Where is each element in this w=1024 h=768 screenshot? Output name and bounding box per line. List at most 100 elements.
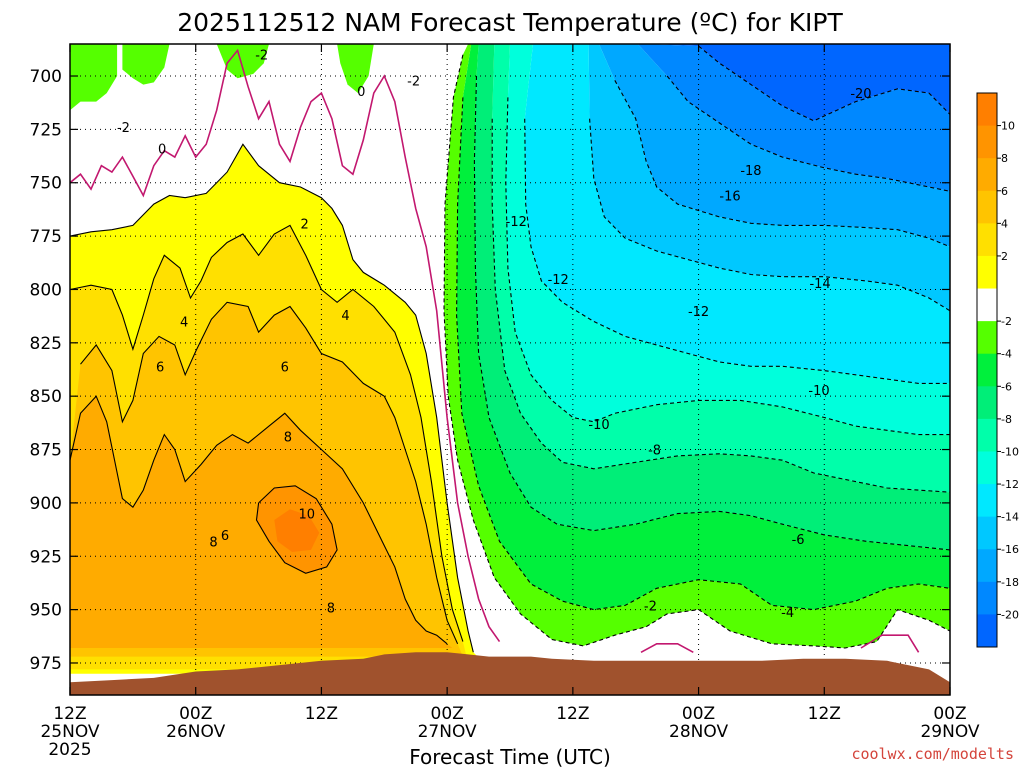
contour-label-14: 4: [341, 309, 349, 324]
y-tick-label-875: 875: [30, 441, 62, 461]
isotherm--6: [473, 75, 950, 551]
isotherm--10: [505, 97, 950, 436]
contour-label-24: -6: [792, 533, 805, 548]
terrain: [70, 652, 950, 695]
colorbar-label-3: 4: [1001, 217, 1008, 230]
isotherm-10: [255, 485, 338, 574]
colorbar-label-12: -16: [1001, 543, 1019, 556]
contour-label-9: 2: [301, 217, 309, 232]
colorbar-segment-8: [977, 353, 997, 387]
isotherm--20: [698, 45, 950, 122]
colorbar-label-11: -14: [1001, 511, 1019, 524]
x-tick-label-36-1: 00Z: [431, 704, 464, 724]
y-tick-label-750: 750: [30, 174, 62, 194]
plot-area: -2-20-20-20-18-16-122-12 -14-124 46 6-10-10…: [70, 44, 950, 695]
colorbar-segment-2: [977, 158, 997, 192]
contour-label-0: -2: [255, 49, 268, 64]
x-tick-label-12-2: 26NOV: [166, 722, 225, 742]
x-axis-label: Forecast Time (UTC): [409, 745, 611, 768]
isotherm-6: [80, 301, 459, 645]
x-tick-label-60-2: 28NOV: [669, 722, 728, 742]
temp-fill-fill-warm-mid: [216, 44, 269, 79]
isotherm-2: [70, 143, 474, 653]
contour-label-10: -12: [548, 273, 569, 288]
colorbar-segment-13: [977, 516, 997, 550]
colorbar-label-6: -4: [1001, 348, 1012, 361]
contour-label-15: 6: [156, 360, 164, 375]
colorbar: 10 8 6 4 2 -2 -4 -6 -8 -10 -12 -14 -16 -18 -20: [976, 92, 1019, 648]
isotherm-0: [70, 48, 501, 643]
x-tick-label-72-1: 12Z: [808, 704, 841, 724]
temp-fill-fill-warm-north: [122, 44, 170, 85]
colorbar-segment-3: [977, 190, 997, 224]
contour-label-1: -2: [407, 74, 420, 89]
credit-text: coolwx.com/modelts: [851, 745, 1014, 763]
colorbar-segment-15: [977, 581, 997, 615]
colorbar-label-5: -2: [1001, 315, 1012, 328]
colorbar-label-14: -20: [1001, 608, 1019, 621]
temp-fill-fill--20: [646, 44, 950, 121]
colorbar-segment-11: [977, 451, 997, 485]
temp-fill-fill-10b: [274, 509, 320, 552]
colorbar-segment-16: [977, 614, 997, 648]
x-tick-label-12-1: 00Z: [179, 704, 212, 724]
colorbar-segment-4: [977, 223, 997, 257]
colorbar-segment-1: [977, 125, 997, 159]
contour-label-11: -14: [809, 277, 830, 292]
temp-fill-fill--2: [444, 44, 950, 648]
colorbar-label-10: -12: [1001, 478, 1019, 491]
y-tick-label-950: 950: [30, 601, 62, 621]
contour-label-21: 10: [298, 508, 315, 523]
y-tick-label-700: 700: [30, 67, 62, 87]
isotherm--14: [589, 118, 950, 312]
x-tick-label-84-1: 00Z: [933, 704, 966, 724]
colorbar-segment-0: [977, 93, 997, 127]
colorbar-label-13: -18: [1001, 576, 1019, 589]
x-tick-label-60-1: 00Z: [682, 704, 715, 724]
contour-label-7: -16: [719, 190, 740, 205]
y-tick-label-725: 725: [30, 120, 62, 140]
x-tick-label-24-1: 12Z: [305, 704, 338, 724]
contour-label-25: 8: [327, 601, 335, 616]
x-tick-label-0-2: 25NOV: [40, 722, 99, 742]
y-tick-label-900: 900: [30, 494, 62, 514]
temp-fill-fill--8: [492, 44, 950, 493]
contour-label-2: 0: [357, 85, 365, 100]
temp-fill-fill--10: [505, 44, 950, 435]
temp-fill-fill--4: [456, 44, 950, 610]
contour-label-23: 6: [221, 529, 229, 544]
contour-label-26: -2: [644, 599, 657, 614]
colorbar-label-1: 8: [1001, 152, 1008, 165]
isotherm--4: [456, 97, 950, 611]
contour-label-17: -10: [808, 384, 829, 399]
x-tick-label-0-1: 12Z: [53, 704, 86, 724]
temp-fill-fill--14: [588, 44, 950, 311]
isotherm--8: [491, 118, 950, 493]
plot-frame: [69, 43, 951, 696]
isotherm-0b: [640, 642, 694, 654]
x-tick-label-48-1: 12Z: [556, 704, 589, 724]
colorbar-label-7: -6: [1001, 380, 1012, 393]
colorbar-label-8: -8: [1001, 413, 1012, 426]
colorbar-label-2: 6: [1001, 185, 1008, 198]
contour-label-6: -18: [740, 164, 761, 179]
x-tick-label-0-3: 2025: [48, 740, 91, 760]
isotherm--2: [443, 54, 950, 649]
contour-label-16: 6: [281, 360, 289, 375]
contour-label-12: -12: [688, 305, 709, 320]
colorbar-segment-14: [977, 549, 997, 583]
temp-fill-fill--16: [599, 44, 950, 247]
contour-label-18: -10: [588, 418, 609, 433]
temp-fill-fill-cold-icecap: [337, 44, 374, 94]
contour-label-27: -4: [781, 606, 794, 621]
y-tick-label-825: 825: [30, 334, 62, 354]
contour-label-19: 8: [284, 431, 292, 446]
contour-label-8: -12: [506, 215, 527, 230]
temp-fill-fill--6: [474, 44, 950, 550]
x-tick-label-36-2: 27NOV: [418, 722, 477, 742]
y-tick-label-800: 800: [30, 280, 62, 300]
terrain-fill: [70, 652, 950, 695]
